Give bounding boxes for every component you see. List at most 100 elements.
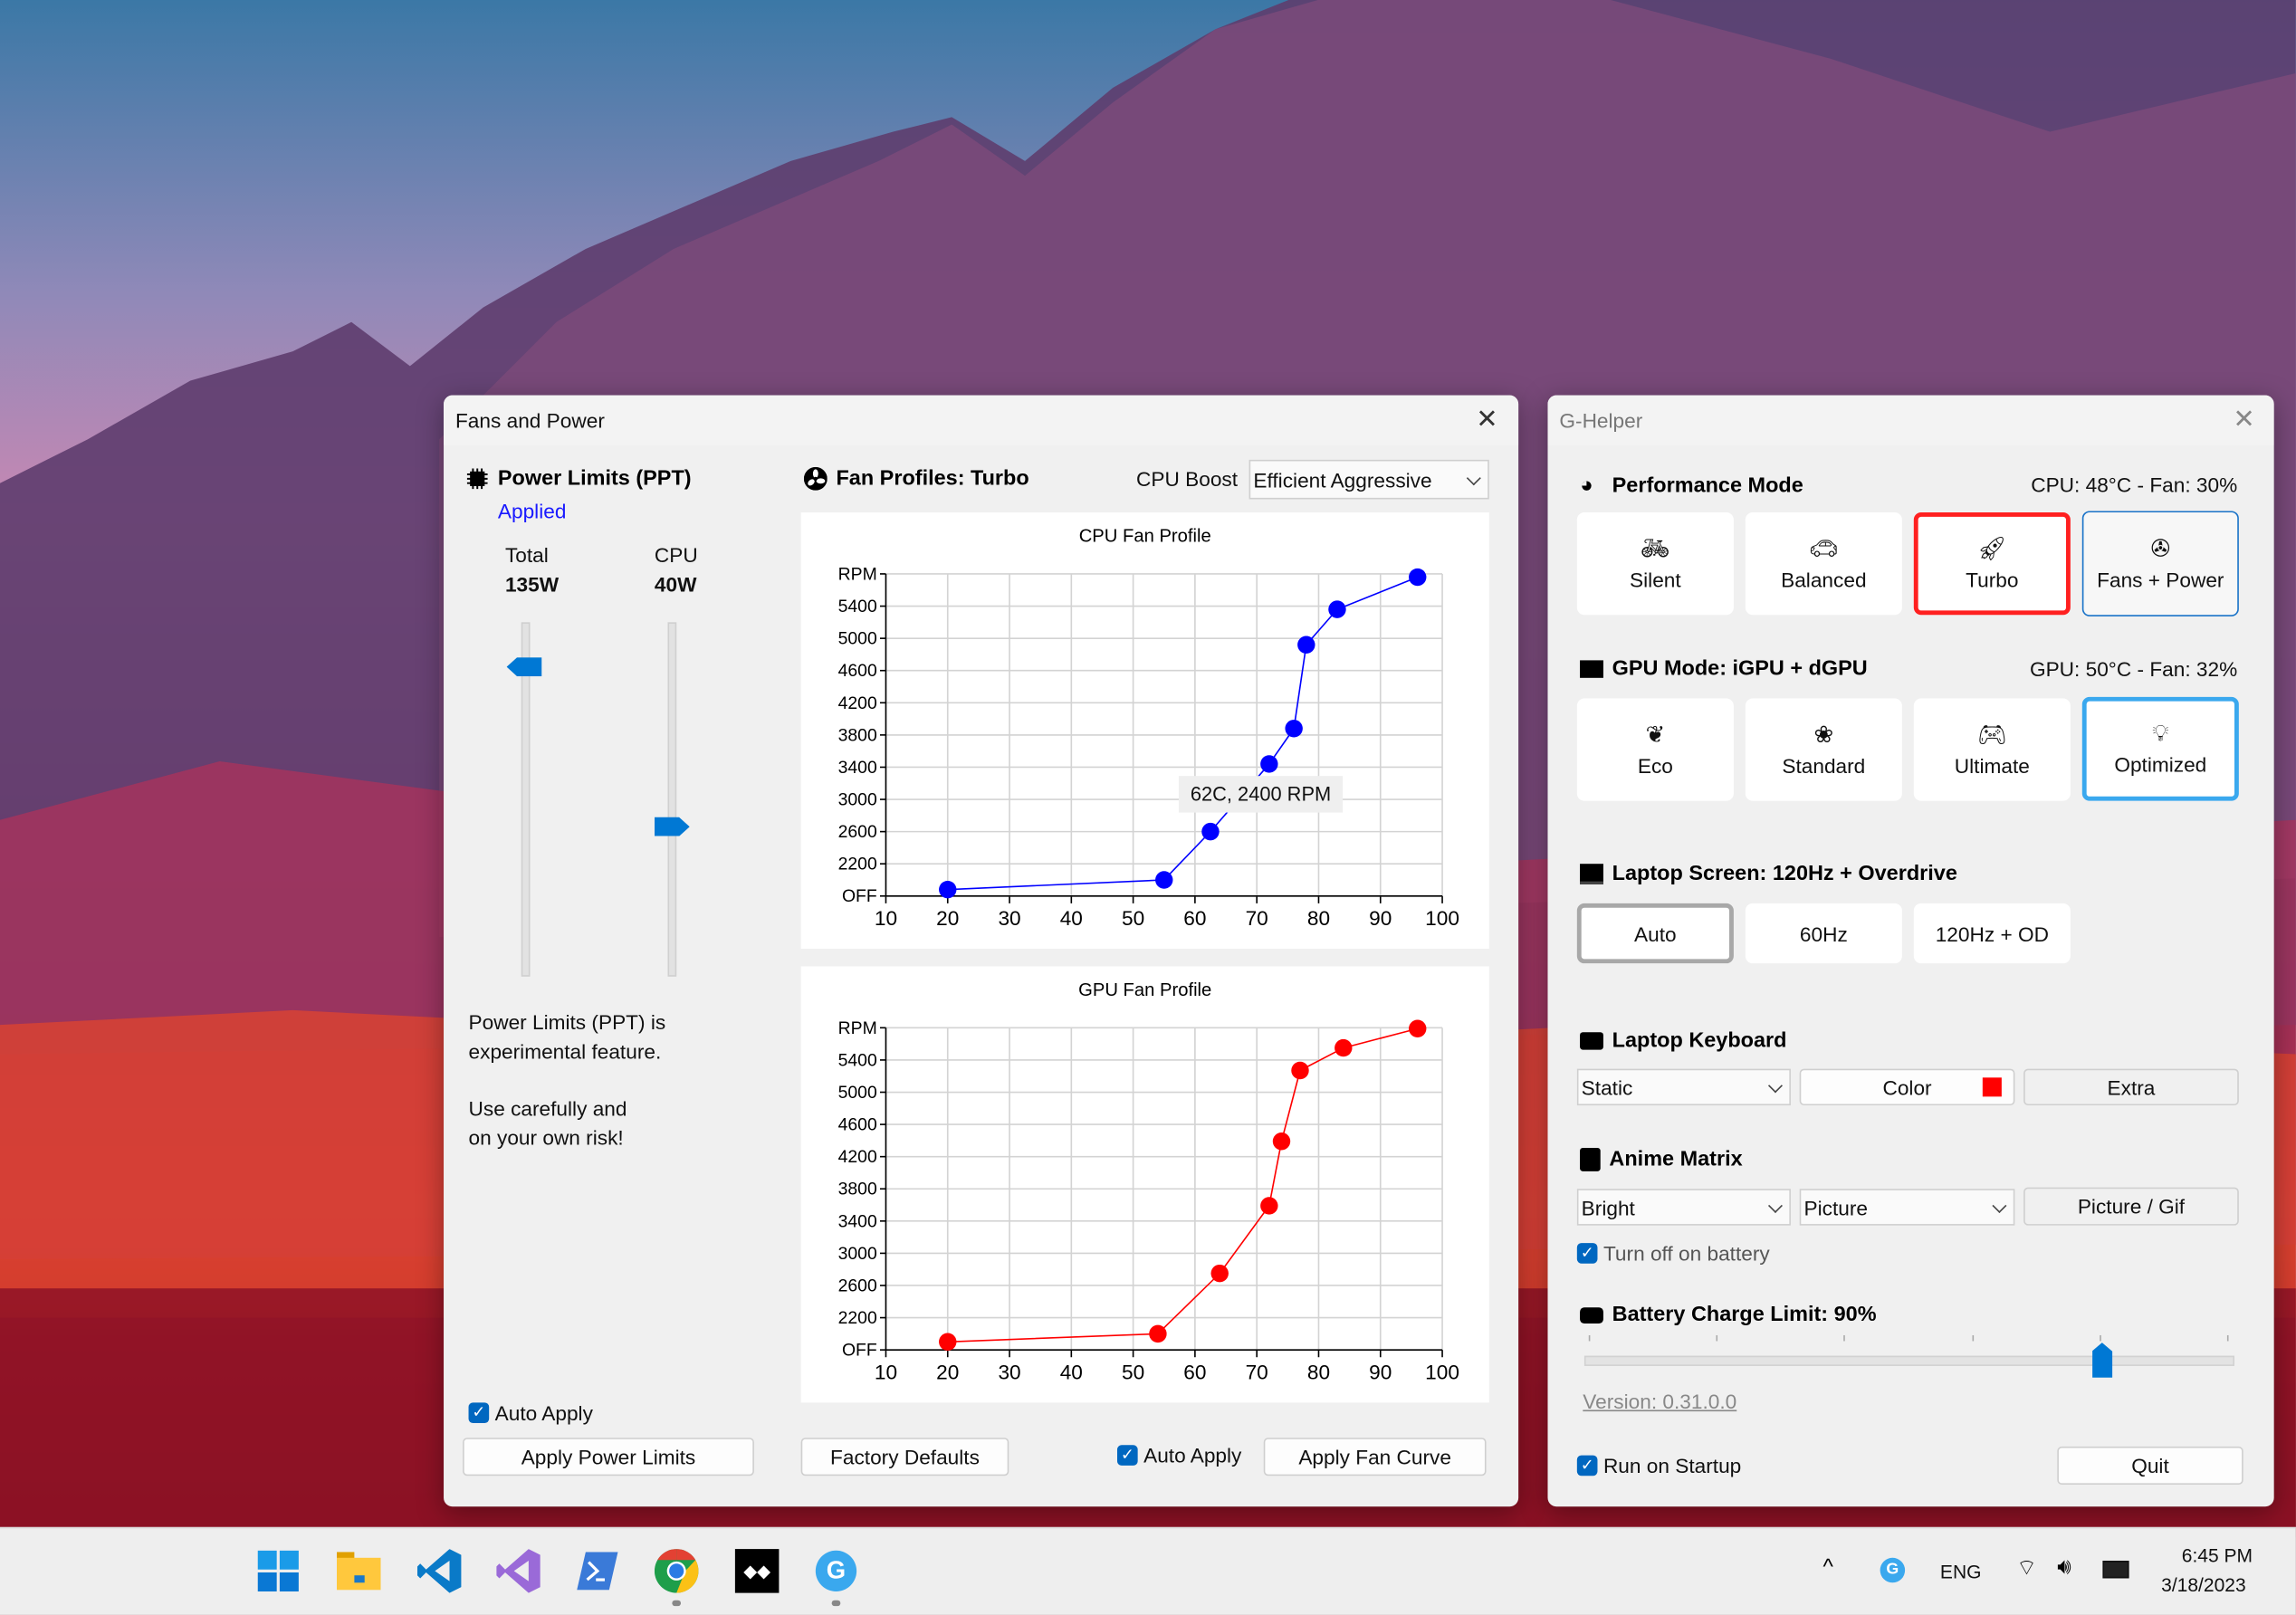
power-limits-header: Power Limits (PPT) xyxy=(465,466,692,491)
battery-slider-thumb[interactable] xyxy=(2091,1343,2113,1378)
slider-tick xyxy=(1843,1334,1846,1342)
visual-studio-icon[interactable] xyxy=(496,1549,541,1593)
close-icon[interactable]: ✕ xyxy=(1476,404,1498,434)
mode-turbo-button[interactable]: 🚀︎ Turbo xyxy=(1913,512,2071,616)
gpu-mode-title: GPU Mode: iGPU + dGPU xyxy=(1612,657,1868,682)
y-tick-label: 5400 xyxy=(838,597,877,616)
windows-start-icon[interactable] xyxy=(256,1549,301,1593)
battery-slider-track[interactable] xyxy=(1583,1355,2234,1366)
gpu-optimized-button[interactable]: 💡︎ Optimized xyxy=(2081,696,2239,801)
g-helper-icon[interactable]: G xyxy=(814,1549,858,1593)
cpu-power-slider-track[interactable] xyxy=(667,622,677,977)
flower-icon: ❀ xyxy=(1813,722,1834,748)
screen-120hz-od-button[interactable]: 120Hz + OD xyxy=(1913,903,2071,964)
anime-brightness-value: Bright xyxy=(1581,1195,1635,1219)
slider-tick xyxy=(1588,1334,1591,1342)
g-helper-tray-icon[interactable]: G xyxy=(1880,1557,1906,1583)
x-tick-label: 80 xyxy=(1307,907,1330,930)
input-language[interactable]: ENG xyxy=(1939,1561,1982,1583)
chevron-down-icon xyxy=(1767,1198,1783,1213)
gpu-fan-chart[interactable]: GPU Fan Profile 10 20 30 40 50 60 70 80 90 100 OFF… xyxy=(800,966,1489,1403)
title-bar[interactable]: Fans and Power ✕ xyxy=(444,395,1519,445)
version-link[interactable]: Version: 0.31.0.0 xyxy=(1583,1389,1737,1413)
quit-button[interactable]: Quit xyxy=(2057,1446,2243,1485)
cpu-power-slider-thumb[interactable] xyxy=(654,817,690,836)
anime-picture-button[interactable]: Picture / Gif xyxy=(2023,1187,2239,1226)
keyboard-color-button[interactable]: Color xyxy=(1799,1068,2015,1106)
clock-date[interactable]: 3/18/2023 xyxy=(2161,1573,2246,1596)
gpu-fan-plot[interactable]: 10 20 30 40 50 60 70 80 90 100 OFF 2200 2600 3000 3400… xyxy=(801,966,1489,1402)
x-tick-label: 90 xyxy=(1369,907,1392,930)
data-point xyxy=(1409,568,1427,587)
data-point xyxy=(1297,635,1315,654)
led-matrix-icon xyxy=(1580,1147,1601,1171)
battery-charge-header: Battery Charge Limit: 90% xyxy=(1580,1303,1877,1326)
x-tick-label: 10 xyxy=(875,907,897,930)
x-tick-label: 60 xyxy=(1183,907,1206,930)
chevron-down-icon xyxy=(1767,1077,1783,1093)
power-auto-apply-checkbox[interactable]: ✓ Auto Apply xyxy=(468,1400,593,1425)
running-indicator xyxy=(672,1600,682,1607)
screen-60hz-button[interactable]: 60Hz xyxy=(1745,903,1902,964)
battery-icon[interactable] xyxy=(2102,1561,2129,1579)
cpu-label: CPU xyxy=(654,543,698,567)
data-point xyxy=(1291,1061,1309,1080)
gpu-eco-button[interactable]: ❦ Eco xyxy=(1576,698,1734,801)
run-on-startup-checkbox[interactable]: ✓ Run on Startup xyxy=(1576,1453,1742,1477)
show-hidden-icons-chevron[interactable]: ^ xyxy=(1822,1554,1833,1581)
slider-tick xyxy=(1716,1334,1718,1342)
factory-defaults-button[interactable]: Factory Defaults xyxy=(800,1438,1009,1476)
cpu-boost-label: CPU Boost xyxy=(1136,466,1239,491)
fan-profiles-title: Fan Profiles: Turbo xyxy=(836,466,1029,491)
screen-auto-button[interactable]: Auto xyxy=(1576,903,1734,964)
power-auto-apply-label: Auto Apply xyxy=(494,1400,593,1425)
gpu-status: GPU: 50°C - Fan: 32% xyxy=(2029,657,2238,682)
mode-balanced-button[interactable]: 🚗︎ Balanced xyxy=(1745,512,1902,616)
speedometer-icon: ◕ xyxy=(1580,473,1593,498)
ppt-warning-line4: on your own risk! xyxy=(468,1125,624,1150)
performance-mode-header: ◕ Performance Mode xyxy=(1580,473,1803,498)
y-tick-label: 5000 xyxy=(838,629,877,649)
power-limits-title: Power Limits (PPT) xyxy=(497,466,692,491)
total-power-slider-track[interactable] xyxy=(521,622,531,977)
tidal-icon[interactable]: ◆◆ xyxy=(734,1549,780,1593)
title-bar[interactable]: G-Helper ✕ xyxy=(1547,395,2274,445)
anime-matrix-header: Anime Matrix xyxy=(1580,1147,1743,1171)
mode-silent-button[interactable]: 🚲︎ Silent xyxy=(1576,512,1734,616)
cpu-value: 40W xyxy=(654,572,697,597)
wifi-icon[interactable]: ⌔ xyxy=(2016,1556,2037,1582)
vscode-icon[interactable] xyxy=(416,1549,462,1593)
chrome-icon[interactable] xyxy=(654,1549,699,1593)
file-explorer-icon[interactable] xyxy=(336,1549,381,1593)
keyboard-extra-button[interactable]: Extra xyxy=(2023,1068,2239,1106)
clock-time[interactable]: 6:45 PM xyxy=(2181,1544,2253,1567)
cpu-fan-plot[interactable]: 10 20 30 40 50 60 70 80 90 100 OFF 2200 2600 3000 3400… xyxy=(801,512,1489,949)
total-power-slider-thumb[interactable] xyxy=(506,657,542,677)
cpu-boost-dropdown[interactable]: Efficient Aggressive xyxy=(1248,459,1489,500)
x-tick-label: 30 xyxy=(998,907,1020,930)
fan-auto-apply-checkbox[interactable]: ✓ Auto Apply xyxy=(1116,1443,1242,1467)
apply-fan-curve-button[interactable]: Apply Fan Curve xyxy=(1263,1438,1487,1476)
gpu-standard-button[interactable]: ❀ Standard xyxy=(1745,698,1902,801)
anime-brightness-dropdown[interactable]: Bright xyxy=(1576,1189,1791,1226)
data-point xyxy=(1260,755,1278,773)
anime-mode-dropdown[interactable]: Picture xyxy=(1799,1189,2015,1226)
fan-icon: ✇ xyxy=(2150,536,2171,562)
total-label: Total xyxy=(504,543,549,567)
cpu-fan-chart[interactable]: CPU Fan Profile 10 20 30 40 50 60 70 80 90 100 OFF… xyxy=(800,512,1489,950)
laptop-screen-header: Laptop Screen: 120Hz + Overdrive xyxy=(1580,863,1957,885)
gpu-card-icon xyxy=(1580,660,1603,678)
volume-icon[interactable]: 🔊︎ xyxy=(2057,1554,2071,1581)
cpu-boost-value: Efficient Aggressive xyxy=(1253,467,1432,492)
turn-off-on-battery-checkbox[interactable]: ✓ Turn off on battery xyxy=(1576,1241,1770,1265)
powershell-icon[interactable] xyxy=(576,1549,620,1593)
close-icon[interactable]: ✕ xyxy=(2233,404,2255,434)
keyboard-mode-dropdown[interactable]: Static xyxy=(1576,1068,1791,1106)
mode-fans-power-button[interactable]: ✇ Fans + Power xyxy=(2081,511,2239,616)
x-tick-label: 70 xyxy=(1246,907,1268,930)
fan-auto-apply-label: Auto Apply xyxy=(1143,1443,1242,1467)
ppt-warning-line2: experimental feature. xyxy=(468,1039,662,1064)
apply-power-limits-button[interactable]: Apply Power Limits xyxy=(463,1438,754,1476)
run-on-startup-label: Run on Startup xyxy=(1602,1453,1742,1477)
gpu-ultimate-button[interactable]: 🎮︎ Ultimate xyxy=(1913,698,2071,801)
